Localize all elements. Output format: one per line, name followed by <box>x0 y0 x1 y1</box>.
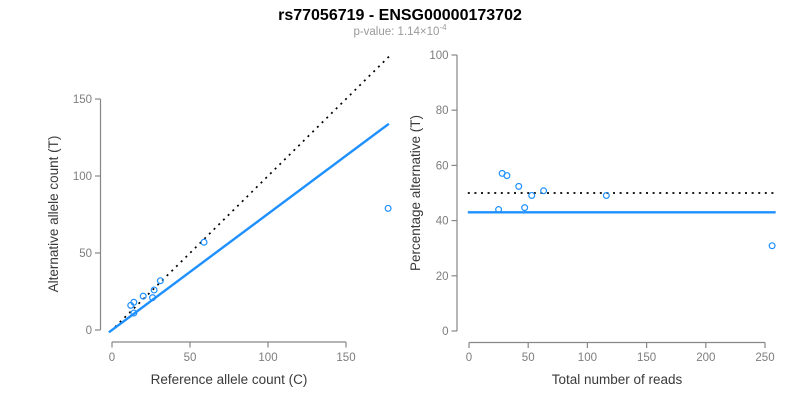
x-tick-label: 0 <box>466 352 472 364</box>
data-point <box>495 206 503 214</box>
y-axis-label: Percentage alternative (T) <box>408 115 423 271</box>
x-tick-label: 100 <box>258 352 277 364</box>
chart-subtitle: p-value: 1.14×10-4 <box>0 23 800 38</box>
x-tick-label: 50 <box>184 352 197 364</box>
data-point <box>130 298 138 306</box>
x-tick-label: 0 <box>109 352 115 364</box>
data-point <box>150 286 158 294</box>
chart-title: rs77056719 - ENSG00000173702 <box>278 7 522 24</box>
y-tick-label: 0 <box>442 326 448 338</box>
data-point <box>521 204 529 212</box>
data-point <box>602 191 610 199</box>
y-tick-label: 50 <box>79 248 92 260</box>
identity-line <box>114 53 392 328</box>
y-tick-label: 150 <box>73 94 92 106</box>
y-tick-label: 60 <box>436 160 449 172</box>
data-point <box>528 191 536 199</box>
fitted-line <box>108 122 390 334</box>
x-tick-label: 250 <box>755 352 774 364</box>
pvalue-exponent: -4 <box>439 23 447 33</box>
x-axis-label: Total number of reads <box>552 372 683 387</box>
data-point <box>515 182 523 190</box>
left-plot: 0 50 100 150 0 50 100 150 Reference allele count… <box>46 53 392 387</box>
x-tick-label: 150 <box>336 352 355 364</box>
data-point <box>130 309 138 317</box>
y-tick-label: 0 <box>86 325 92 337</box>
data-point <box>149 294 157 302</box>
data-point <box>139 292 147 300</box>
pvalue-text: p-value: 1.14×10 <box>353 26 440 38</box>
y-tick-label: 100 <box>73 171 92 183</box>
y-tick-label: 100 <box>429 50 448 62</box>
y-tick-label: 80 <box>436 105 449 117</box>
x-tick-label: 200 <box>696 352 715 364</box>
right-plot: 0 50 100 150 200 250 0 20 40 60 80 100 Total number … <box>408 50 776 387</box>
y-tick-label: 40 <box>436 216 449 228</box>
x-tick-label: 50 <box>522 352 535 364</box>
data-point <box>540 187 548 195</box>
data-point <box>200 238 208 246</box>
data-point <box>768 242 776 250</box>
data-point <box>503 172 511 180</box>
x-axis-label: Reference allele count (C) <box>151 372 308 387</box>
x-tick-label: 100 <box>578 352 597 364</box>
data-point <box>156 277 164 285</box>
y-axis-label: Alternative allele count (T) <box>46 136 61 293</box>
y-tick-label: 20 <box>436 271 449 283</box>
x-tick-label: 150 <box>637 352 656 364</box>
data-point <box>384 204 392 212</box>
